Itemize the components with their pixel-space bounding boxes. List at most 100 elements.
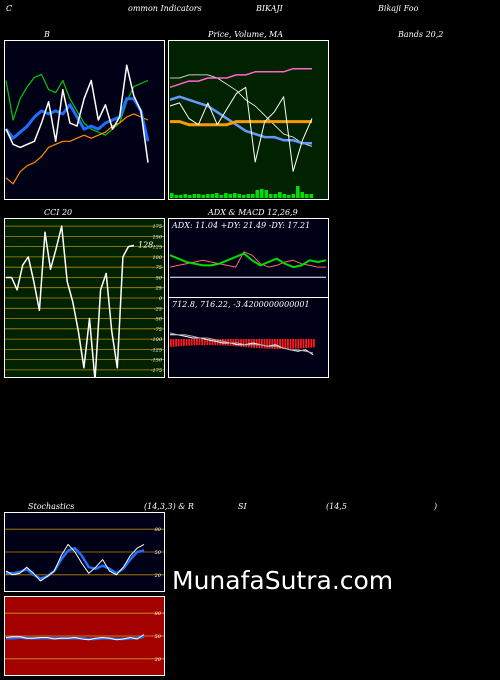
cci-chart: 175 150 125 100 75 50 25 0 -25 -50 -75 -100 -125 -150… (4, 218, 165, 378)
stoch-title-e: ) (434, 502, 438, 511)
adx-macd-panel: ADX: 11.04 +DY: 21.49 -DY: 17.21 712.8, … (168, 218, 329, 378)
cci-tick-label: -100 (151, 337, 163, 343)
bollinger-lower-band-line (5, 113, 149, 185)
minus-di-line (169, 251, 326, 268)
cci-panel: 175 150 125 100 75 50 25 0 -25 -50 -75 -100 -125 -150… (4, 218, 165, 378)
volume-bar (197, 194, 201, 198)
ma-line-2 (169, 67, 312, 89)
price-title: Price, Volume, MA (208, 30, 284, 39)
macd-histogram-bar (297, 339, 300, 349)
macd-histogram-bar (175, 339, 177, 347)
header-symbol: BIKAJI (256, 4, 283, 13)
macd-histogram-bar (206, 339, 209, 345)
macd-histogram-bar (203, 339, 206, 345)
macd-histogram-bar (284, 339, 287, 349)
cci-tick-label: 25 (155, 286, 162, 292)
price-line (169, 86, 313, 172)
macd-histogram-bar (190, 339, 193, 346)
macd-histogram-bar (248, 339, 250, 348)
macd-histogram-bar (313, 339, 315, 348)
volume-bar (305, 194, 309, 198)
stoch-title-d: (14,5 (326, 502, 347, 511)
macd-histogram-bar (289, 339, 292, 349)
volume-bar (260, 189, 264, 198)
cci-tick-label: 125 (152, 245, 162, 251)
macd-histogram-bar (274, 339, 276, 349)
macd-signal-line (169, 332, 314, 354)
cci-tick-label: -75 (154, 327, 162, 333)
macd-histogram-bar (305, 339, 307, 348)
rsi-line (5, 634, 145, 641)
macd-histogram-bar (261, 339, 263, 349)
volume-bar (237, 194, 242, 198)
volume-bar (179, 195, 183, 198)
macd-histogram-bar (214, 339, 216, 346)
macd-histogram-bar (302, 339, 305, 349)
volume-bar (170, 193, 174, 198)
rsi-tick-label: 80 (155, 611, 162, 617)
cci-last-value-label: 128 (138, 240, 153, 249)
header-company: Bikaji Foo (378, 4, 419, 13)
bands-title: Bands 20,2 (398, 30, 444, 39)
cci-tick-label: 0 (159, 296, 163, 302)
ma-line-3 (169, 95, 312, 145)
macd-histogram-bar (245, 339, 248, 348)
macd-histogram-bar (177, 339, 180, 347)
price-volume-ma-chart (168, 40, 329, 200)
adx-title: ADX & MACD 12,26,9 (208, 208, 298, 217)
macd-histogram-bar (242, 339, 245, 347)
adx-values: ADX: 11.04 +DY: 21.49 -DY: 17.21 (172, 221, 311, 230)
bollinger-panel (4, 40, 165, 200)
volume-bar (291, 194, 296, 198)
cci-tick-label: 150 (152, 234, 162, 240)
volume-bar (273, 194, 278, 198)
cci-line (6, 225, 135, 378)
macd-histogram-bar (240, 339, 242, 347)
volume-bar (215, 193, 219, 198)
macd-histogram-bar (281, 339, 284, 349)
stoch-tick-label: 20 (154, 573, 162, 579)
volume-bar (210, 194, 215, 198)
macd-histogram-bar (263, 339, 266, 349)
bollinger-chart (4, 40, 165, 200)
rsi-tick-label: 20 (154, 657, 162, 663)
cci-tick-label: 175 (152, 224, 162, 230)
macd-histogram-bar (268, 339, 271, 349)
stoch-k-line (5, 543, 145, 582)
volume-bar (192, 194, 197, 198)
stoch-tick-label: 80 (155, 527, 162, 533)
cci-tick-label: 100 (152, 255, 162, 261)
macd-histogram-bar (276, 339, 279, 349)
macd-histogram-bar (209, 339, 211, 345)
macd-histogram-bar (183, 339, 185, 346)
macd-histogram-bar (292, 339, 294, 349)
rsi-tick-label: 50 (155, 634, 162, 640)
cci-tick-label: -50 (154, 317, 163, 323)
bb-title: B (44, 30, 50, 39)
stochastics-panel: 80 50 20 (4, 512, 165, 592)
volume-bar (206, 194, 210, 198)
macd-histogram-bar (279, 339, 281, 349)
macd-histogram-bar (170, 339, 172, 347)
cci-tick-label: -125 (151, 347, 162, 353)
volume-bar (309, 194, 314, 198)
volume-bar (287, 195, 291, 198)
macd-values: 712.8, 716.22, -3.4200000000001 (172, 300, 310, 309)
stoch-tick-label: 50 (155, 550, 162, 556)
volume-bar (183, 194, 188, 198)
macd-histogram-bar (180, 339, 183, 347)
macd-histogram-bar (307, 339, 310, 348)
volume-bar (282, 194, 287, 198)
volume-bar (246, 194, 251, 198)
macd-histogram-bar (222, 339, 224, 346)
volume-bar (219, 195, 224, 198)
macd-histogram-bar (271, 339, 274, 349)
rsi-chart: 80 50 20 (4, 596, 165, 676)
volume-bar (264, 190, 269, 198)
ma-line-4 (170, 120, 312, 127)
volume-bar (228, 194, 233, 198)
macd-histogram-bar (193, 339, 196, 346)
volume-bar (251, 194, 255, 198)
cci-tick-label: -175 (151, 368, 162, 374)
volume-bar (255, 190, 260, 198)
